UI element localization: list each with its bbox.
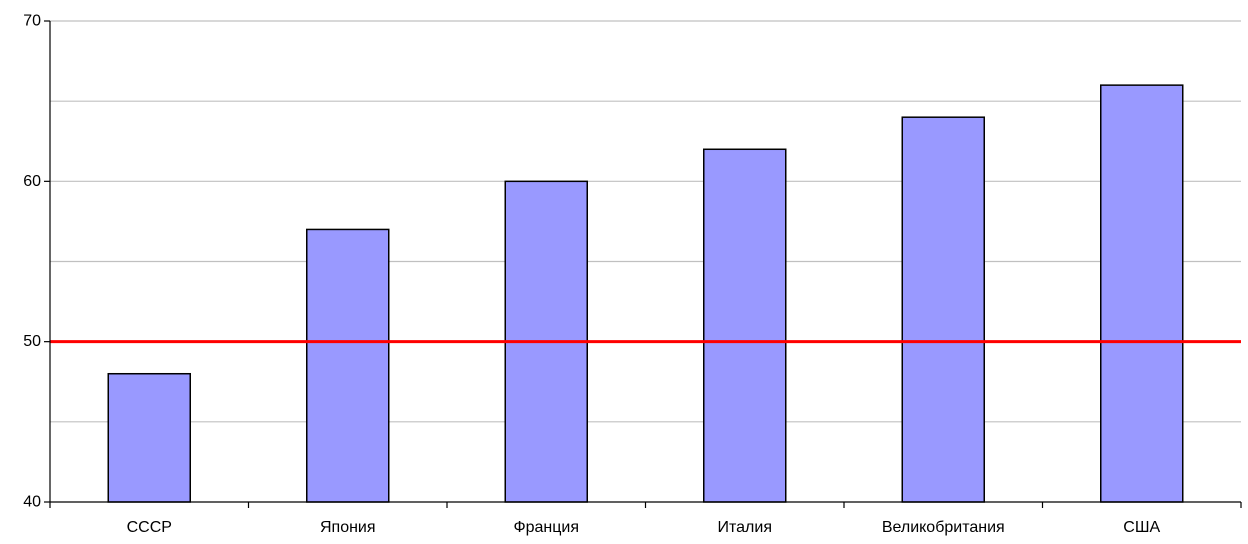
x-tick-label: США (1123, 519, 1160, 536)
axes (44, 20, 1242, 508)
bar (306, 228, 390, 503)
gridlines (50, 20, 1241, 423)
x-tick-label: Италия (718, 519, 772, 536)
y-tick-label: 70 (23, 13, 41, 30)
y-tick-label: 40 (23, 494, 41, 511)
x-tick-labels: СССР Япония Франция Италия Великобритания США (127, 519, 1161, 536)
x-tick-label: Франция (513, 519, 579, 536)
bars (107, 84, 1184, 503)
bar (703, 148, 787, 503)
x-tick-label: СССР (127, 519, 172, 536)
y-tick-label: 60 (23, 173, 41, 190)
x-tick-label: Великобритания (882, 519, 1005, 536)
bar (901, 116, 985, 503)
bar (107, 372, 191, 503)
bar (1100, 84, 1184, 503)
x-tick-label: Япония (320, 519, 376, 536)
y-tick-label: 50 (23, 333, 41, 350)
y-tick-labels: 40 50 60 70 (23, 13, 41, 511)
